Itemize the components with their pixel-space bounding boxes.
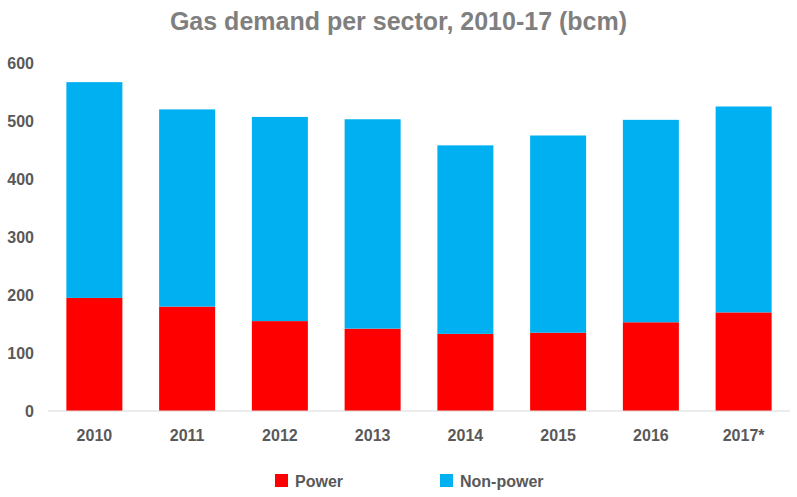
y-tick-label: 300 bbox=[7, 229, 34, 246]
y-tick bbox=[44, 353, 48, 354]
bar-segment bbox=[252, 117, 308, 321]
y-tick bbox=[44, 121, 48, 122]
bar-segment bbox=[716, 107, 772, 313]
bar-segment bbox=[66, 298, 122, 411]
bar-segment bbox=[159, 109, 215, 306]
y-tick bbox=[44, 63, 48, 64]
legend-swatch bbox=[275, 474, 288, 487]
bar-segment bbox=[716, 312, 772, 411]
x-tick-label: 2015 bbox=[540, 427, 576, 444]
chart-svg: Gas demand per sector, 2010-17 (bcm) 0 100… bbox=[0, 0, 797, 497]
y-tick bbox=[44, 179, 48, 180]
y-tick-label: 500 bbox=[7, 113, 34, 130]
title: Gas demand per sector, 2010-17 (bcm) bbox=[170, 7, 627, 35]
y-tick-label: 400 bbox=[7, 171, 34, 188]
x-tick-label: 2013 bbox=[355, 427, 391, 444]
x-tick-label: 2014 bbox=[448, 427, 484, 444]
y-tick bbox=[44, 237, 48, 238]
bars bbox=[66, 82, 771, 411]
chart-container: Gas demand per sector, 2010-17 (bcm) 0 100… bbox=[0, 0, 797, 497]
bar-segment bbox=[530, 136, 586, 333]
legend-label: Power bbox=[295, 473, 343, 490]
bar-segment bbox=[345, 119, 401, 328]
x-tick-label: 2017* bbox=[723, 427, 766, 444]
legend-swatch bbox=[440, 474, 453, 487]
x-tick-label: 2011 bbox=[170, 427, 205, 444]
bar-segment bbox=[623, 120, 679, 322]
bar-segment bbox=[345, 329, 401, 411]
x-tick-label: 2016 bbox=[633, 427, 669, 444]
bar-segment bbox=[437, 334, 493, 411]
x-tick-label: 2012 bbox=[262, 427, 298, 444]
x-axis-line bbox=[48, 411, 790, 412]
y-tick-label: 200 bbox=[7, 287, 34, 304]
bar-segment bbox=[530, 333, 586, 411]
bar-segment bbox=[159, 307, 215, 411]
x-tick-label: 2010 bbox=[77, 427, 113, 444]
bar-segment bbox=[623, 322, 679, 411]
legend-label: Non-power bbox=[460, 473, 544, 490]
bar-segment bbox=[252, 321, 308, 411]
y-tick-label: 100 bbox=[7, 345, 34, 362]
y-tick-label: 0 bbox=[25, 403, 34, 420]
bar-segment bbox=[437, 145, 493, 333]
y-tick-label: 600 bbox=[7, 55, 34, 72]
bar-segment bbox=[66, 82, 122, 298]
y-tick bbox=[44, 411, 48, 412]
y-tick bbox=[44, 295, 48, 296]
